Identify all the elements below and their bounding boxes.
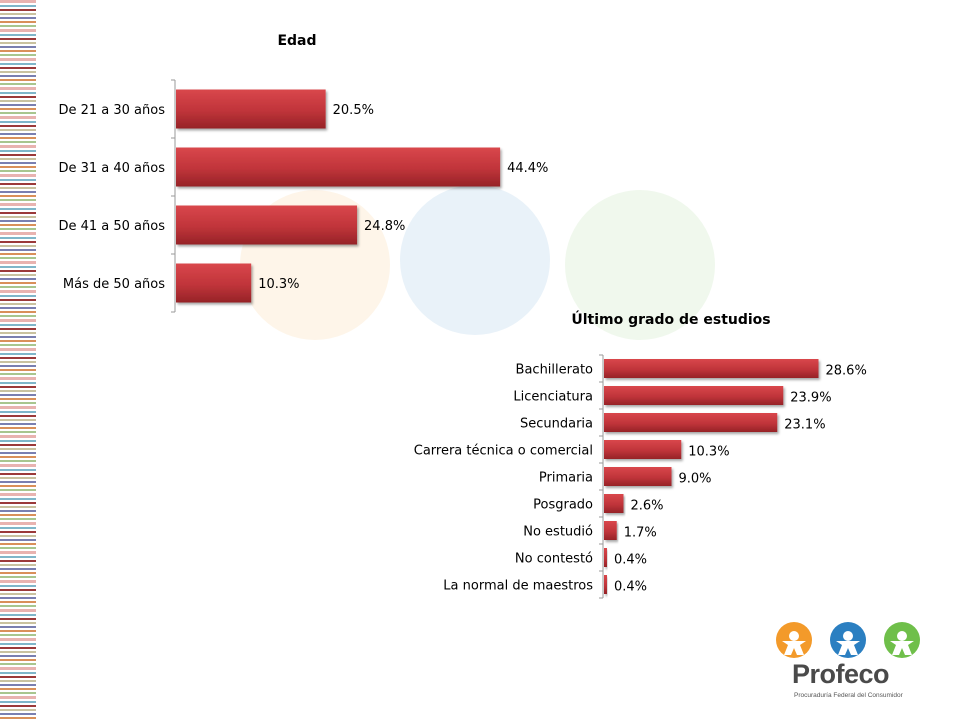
education-category-label: Licenciatura: [513, 390, 593, 405]
education-category-label: Secundaria: [520, 417, 593, 432]
age-bar: [176, 147, 501, 187]
age-value-label: 10.3%: [258, 277, 299, 292]
education-bar: [604, 548, 607, 567]
education-value-label: 23.1%: [784, 418, 825, 433]
education-value-label: 28.6%: [826, 364, 867, 379]
logo-subtitle: Procuraduría Federal del Consumidor: [794, 692, 903, 699]
profeco-logo: Profeco Procuraduría Federal del Consumi…: [770, 615, 940, 705]
watermark-green-figure: [565, 190, 715, 340]
age-title: Edad: [277, 33, 316, 49]
education-category-label: Primaria: [539, 471, 593, 486]
education-value-label: 0.4%: [614, 580, 647, 595]
education-title: Último grado de estudios: [571, 310, 770, 328]
education-value-label: 0.4%: [614, 553, 647, 568]
age-value-label: 44.4%: [507, 161, 548, 176]
education-bar: [604, 521, 617, 540]
education-category-label: No contestó: [515, 552, 593, 567]
watermark-blue-figure: [400, 185, 550, 335]
education-bar: [604, 386, 784, 405]
education-value-label: 9.0%: [679, 472, 712, 487]
education-bar: [604, 359, 819, 378]
logo-name: Profeco: [792, 659, 890, 689]
decorative-stripes: [0, 0, 36, 720]
age-chart: Edad De 21 a 30 años 20.5% De 31 a 40 años 4…: [58, 33, 548, 313]
education-value-label: 2.6%: [631, 499, 664, 514]
logo-figures-icon: [776, 622, 920, 658]
age-bar: [176, 263, 252, 303]
education-category-label: No estudió: [523, 525, 593, 540]
age-value-label: 20.5%: [333, 103, 374, 118]
education-chart: Último grado de estudios Bachillerato 28.6…: [414, 310, 867, 599]
age-bar: [176, 205, 358, 245]
education-bar: [604, 575, 607, 594]
education-category-label: La normal de maestros: [443, 579, 593, 594]
education-bar: [604, 413, 778, 432]
education-bar: [604, 494, 624, 513]
education-category-label: Carrera técnica o comercial: [414, 444, 593, 459]
age-category-label: De 41 a 50 años: [58, 219, 165, 234]
education-bar: [604, 440, 682, 459]
age-category-label: De 31 a 40 años: [58, 161, 165, 176]
age-bar: [176, 89, 326, 129]
age-value-label: 24.8%: [364, 219, 405, 234]
education-value-label: 10.3%: [688, 445, 729, 460]
education-category-label: Posgrado: [533, 498, 593, 513]
age-category-label: De 21 a 30 años: [58, 103, 165, 118]
education-bar: [604, 467, 672, 486]
education-category-label: Bachillerato: [516, 363, 594, 378]
education-value-label: 23.9%: [790, 391, 831, 406]
education-value-label: 1.7%: [624, 526, 657, 541]
age-category-label: Más de 50 años: [63, 277, 165, 292]
